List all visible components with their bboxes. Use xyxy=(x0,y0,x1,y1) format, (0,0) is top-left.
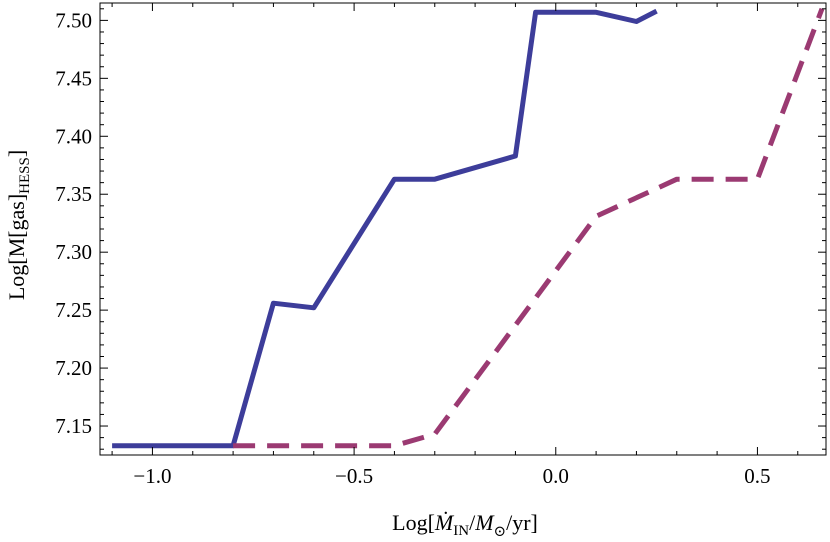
x-tick-label: 0.0 xyxy=(543,464,569,488)
x-axis-title: Log[ṀIN/M⊙/yr] xyxy=(392,510,538,540)
y-axis-title-sub: HESS xyxy=(17,157,33,194)
ticks-layer: −1.0 −0.5 0.0 0.5 7.15 7.20 7.25 7.30 7.35 7.40 7.… xyxy=(55,3,826,488)
x-tick-label: 0.5 xyxy=(744,464,770,488)
y-tick-label: 7.20 xyxy=(55,356,92,380)
x-tick-label: −1.0 xyxy=(133,464,171,488)
plot-frame xyxy=(99,2,827,456)
y-tick-label: 7.40 xyxy=(55,124,92,148)
y-tick-label: 7.15 xyxy=(55,414,92,438)
y-tick-label: 7.25 xyxy=(55,298,92,322)
plot-area xyxy=(99,2,827,456)
x-tick-label: −0.5 xyxy=(335,464,373,488)
y-tick-label: 7.50 xyxy=(55,8,92,32)
x-axis-title-sub-sun: ⊙ xyxy=(494,524,507,540)
x-axis-title-mdot: Ṁ xyxy=(434,510,455,535)
series-layer xyxy=(112,7,825,449)
y-tick-label: 7.45 xyxy=(55,66,92,90)
x-axis-title-sub-in: IN xyxy=(453,523,469,539)
y-tick-label: 7.30 xyxy=(55,240,92,264)
solid-series-line xyxy=(112,8,658,449)
y-axis-title: Log[M[gas]HESS] xyxy=(4,150,33,300)
y-tick-label: 7.35 xyxy=(55,182,92,206)
